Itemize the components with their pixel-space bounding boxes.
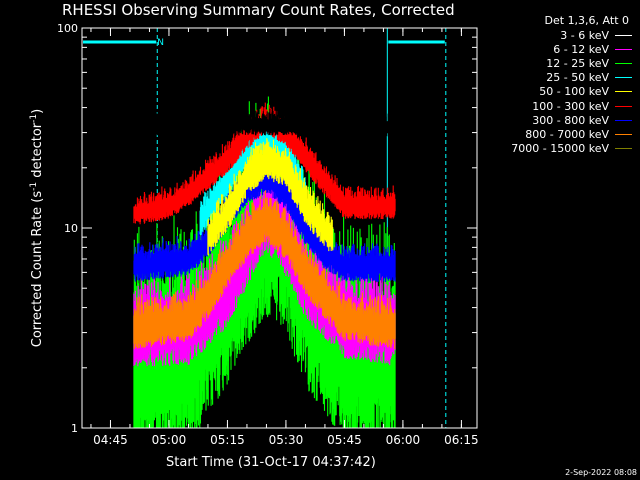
legend-swatch (615, 133, 632, 135)
legend-title: Det 1,3,6, Att 0 (544, 14, 629, 27)
legend-swatch (615, 62, 632, 64)
y-axis-label: Corrected Count Rate (s-1 detector-1) (29, 109, 45, 347)
y-axis-label-end: ) (30, 108, 46, 114)
legend-entry: 100 - 300 keV (485, 99, 635, 113)
legend-entry: 50 - 100 keV (485, 85, 635, 99)
y-axis-label-sup1: -1 (28, 181, 39, 191)
legend-label: 6 - 12 keV (553, 42, 609, 56)
legend: Det 1,3,6, Att 0 3 - 6 keV 6 - 12 keV 12 -… (485, 14, 635, 156)
legend-swatch (615, 119, 632, 121)
y-axis-label-mid: detector (30, 122, 46, 182)
y-tick-label-0: 1 (71, 422, 78, 435)
x-tick-label-6: 06:15 (444, 433, 479, 447)
x-tick-label-4: 05:45 (327, 433, 362, 447)
series-50-100-kev (207, 138, 334, 256)
series-800-7000-kev (133, 189, 396, 349)
legend-entry: 12 - 25 keV (485, 56, 635, 70)
legend-label: 800 - 7000 keV (525, 127, 609, 141)
legend-entry: 800 - 7000 keV (485, 127, 635, 141)
legend-label: 3 - 6 keV (560, 28, 609, 42)
x-axis-label: Start Time (31-Oct-17 04:37:42) (166, 455, 376, 470)
chart-title: RHESSI Observing Summary Count Rates, Co… (62, 1, 455, 19)
legend-swatch (615, 91, 632, 93)
x-tick-label-5: 06:00 (386, 433, 421, 447)
legend-swatch (615, 34, 632, 36)
y-axis-label-sup2: -1 (28, 113, 39, 123)
legend-swatch (615, 48, 632, 50)
legend-entry: 300 - 800 keV (485, 113, 635, 127)
y-axis-label-base: Corrected Count Rate (s (30, 190, 46, 348)
y-tick-label-1: 10 (64, 222, 78, 235)
legend-swatch (615, 105, 632, 107)
legend-entry: 25 - 50 keV (485, 71, 635, 85)
y-tick-label-2: 100 (57, 22, 78, 35)
legend-label: 12 - 25 keV (546, 56, 609, 70)
x-tick-label-1: 05:00 (152, 433, 187, 447)
legend-label: 100 - 300 keV (532, 99, 609, 113)
annotation-0: N (157, 38, 164, 48)
legend-label: 7000 - 15000 keV (511, 142, 609, 156)
legend-entry: 3 - 6 keV (485, 28, 635, 42)
legend-swatch (615, 148, 632, 150)
series-25-50-kev (199, 114, 306, 236)
generation-timestamp: 2-Sep-2022 08:08 (565, 468, 637, 477)
legend-label: 25 - 50 keV (546, 71, 609, 85)
x-tick-label-2: 05:15 (210, 433, 245, 447)
legend-label: 300 - 800 keV (532, 113, 609, 127)
x-tick-label-3: 05:30 (269, 433, 304, 447)
legend-swatch (615, 77, 632, 79)
legend-rows: 3 - 6 keV 6 - 12 keV 12 - 25 keV 25 - 50 ke… (485, 28, 635, 156)
legend-entry: 7000 - 15000 keV (485, 142, 635, 156)
legend-entry: 6 - 12 keV (485, 42, 635, 56)
legend-label: 50 - 100 keV (539, 85, 609, 99)
x-tick-label-0: 04:45 (93, 433, 128, 447)
